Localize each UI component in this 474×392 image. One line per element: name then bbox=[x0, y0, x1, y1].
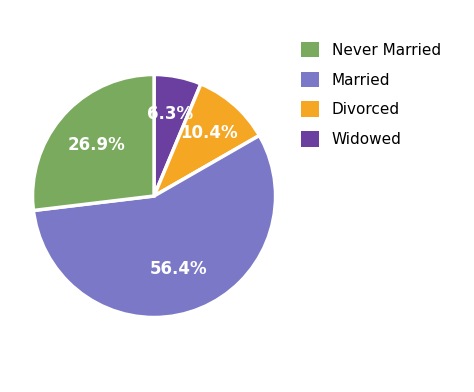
Text: 10.4%: 10.4% bbox=[181, 124, 238, 142]
Text: 26.9%: 26.9% bbox=[68, 136, 126, 154]
Text: 6.3%: 6.3% bbox=[147, 105, 193, 123]
Wedge shape bbox=[32, 134, 277, 319]
Wedge shape bbox=[31, 73, 154, 211]
Legend: Never Married, Married, Divorced, Widowed: Never Married, Married, Divorced, Widowe… bbox=[293, 34, 448, 155]
Text: 56.4%: 56.4% bbox=[149, 260, 207, 278]
Wedge shape bbox=[154, 73, 201, 196]
Wedge shape bbox=[154, 82, 261, 196]
